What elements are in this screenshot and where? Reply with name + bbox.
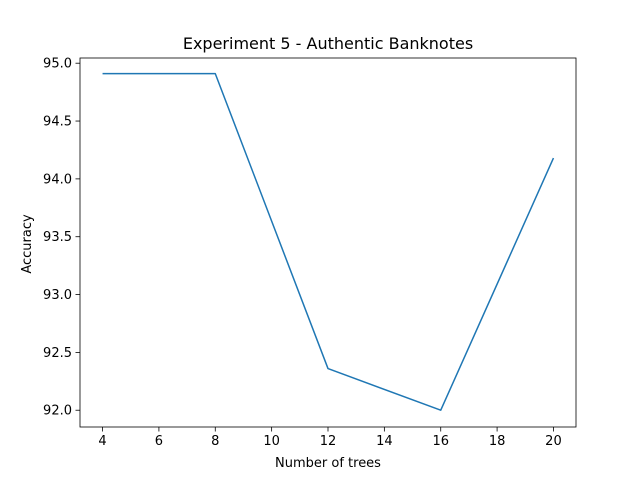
- x-tick-label: 8: [211, 434, 219, 449]
- x-tick-label: 14: [376, 434, 393, 449]
- y-axis-label: Accuracy: [20, 214, 35, 274]
- y-tick-label: 92.0: [43, 404, 72, 419]
- x-tick-label: 4: [98, 434, 106, 449]
- y-tick-label: 93.0: [43, 288, 72, 303]
- x-tick-label: 18: [489, 434, 506, 449]
- x-tick-label: 6: [155, 434, 163, 449]
- y-tick-label: 93.5: [43, 230, 72, 245]
- chart-title: Experiment 5 - Authentic Banknotes: [183, 34, 473, 53]
- plot-area: 4 6 8 10 12 14 16 18 20 92.0 92.5 93.0 93.5 94.0 94.5 9…: [43, 57, 577, 449]
- x-tick-label: 12: [320, 434, 337, 449]
- x-tick-label: 20: [545, 434, 562, 449]
- x-tick-label: 16: [432, 434, 449, 449]
- y-tick-label: 92.5: [43, 346, 72, 361]
- x-axis-label: Number of trees: [275, 456, 381, 471]
- y-tick-label: 95.0: [43, 57, 72, 72]
- x-tick-label: 10: [263, 434, 280, 449]
- y-tick-label: 94.0: [43, 172, 72, 187]
- series-line-0: [102, 72, 555, 411]
- y-tick-label: 94.5: [43, 115, 72, 130]
